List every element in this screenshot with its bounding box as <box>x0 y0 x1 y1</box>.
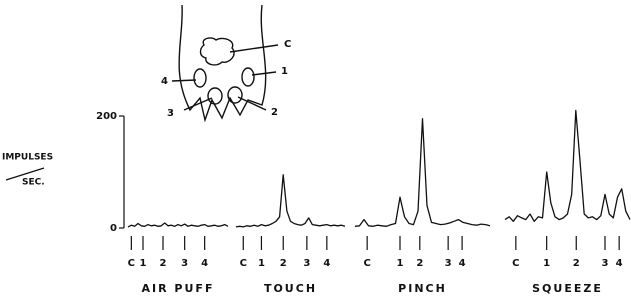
stimulus-label: 2 <box>416 258 423 269</box>
stimulus-label: 1 <box>543 258 550 269</box>
pad-label: 4 <box>161 76 168 87</box>
stimulus-label: 4 <box>201 258 208 269</box>
panel-title: SQUEEZE <box>532 282 603 295</box>
stimulus-label: 1 <box>258 258 265 269</box>
stimulus-label: 1 <box>140 258 147 269</box>
stimulus-label: 2 <box>573 258 580 269</box>
stimulus-label: 4 <box>616 258 623 269</box>
leader <box>252 72 276 75</box>
y-tick-label: 200 <box>96 111 117 122</box>
pad-c <box>201 38 235 65</box>
pad-label: 3 <box>167 108 174 119</box>
leader <box>172 80 196 81</box>
stimulus-label: 2 <box>280 258 287 269</box>
stimulus-label: 4 <box>323 258 330 269</box>
stimulus-label: C <box>363 258 370 269</box>
panel-title: AIR PUFF <box>142 282 215 295</box>
pad-label: 1 <box>281 66 288 77</box>
pad-label: C <box>284 39 291 50</box>
stimulus-label: 3 <box>303 258 310 269</box>
stimulus-label: 3 <box>445 258 452 269</box>
trace <box>236 175 345 227</box>
panel-title: PINCH <box>398 282 447 295</box>
stimulus-label: 1 <box>397 258 404 269</box>
stimulus-label: 2 <box>160 258 167 269</box>
stimulus-label: 3 <box>602 258 609 269</box>
panel-title: TOUCH <box>264 282 317 295</box>
trace <box>505 110 630 221</box>
pad-2 <box>228 87 242 103</box>
stimulus-label: 4 <box>459 258 466 269</box>
leader <box>230 45 278 52</box>
pad-1 <box>242 68 254 86</box>
y-label-bottom: SEC. <box>22 178 45 188</box>
y-tick-label: 0 <box>110 223 117 234</box>
pad-3 <box>208 88 222 104</box>
pad-label: 2 <box>271 107 278 118</box>
trace <box>128 223 228 227</box>
paw-diagram <box>172 5 278 120</box>
figure: C 1 2 3 4 IMPULSES SEC. 0200C1234AIR PUF… <box>0 0 631 299</box>
y-label-top: IMPULSES <box>2 153 53 163</box>
stimulus-label: C <box>128 258 135 269</box>
trace <box>355 119 490 227</box>
pad-4 <box>194 69 206 87</box>
stimulus-label: C <box>512 258 519 269</box>
stimulus-label: 3 <box>181 258 188 269</box>
stimulus-label: C <box>240 258 247 269</box>
